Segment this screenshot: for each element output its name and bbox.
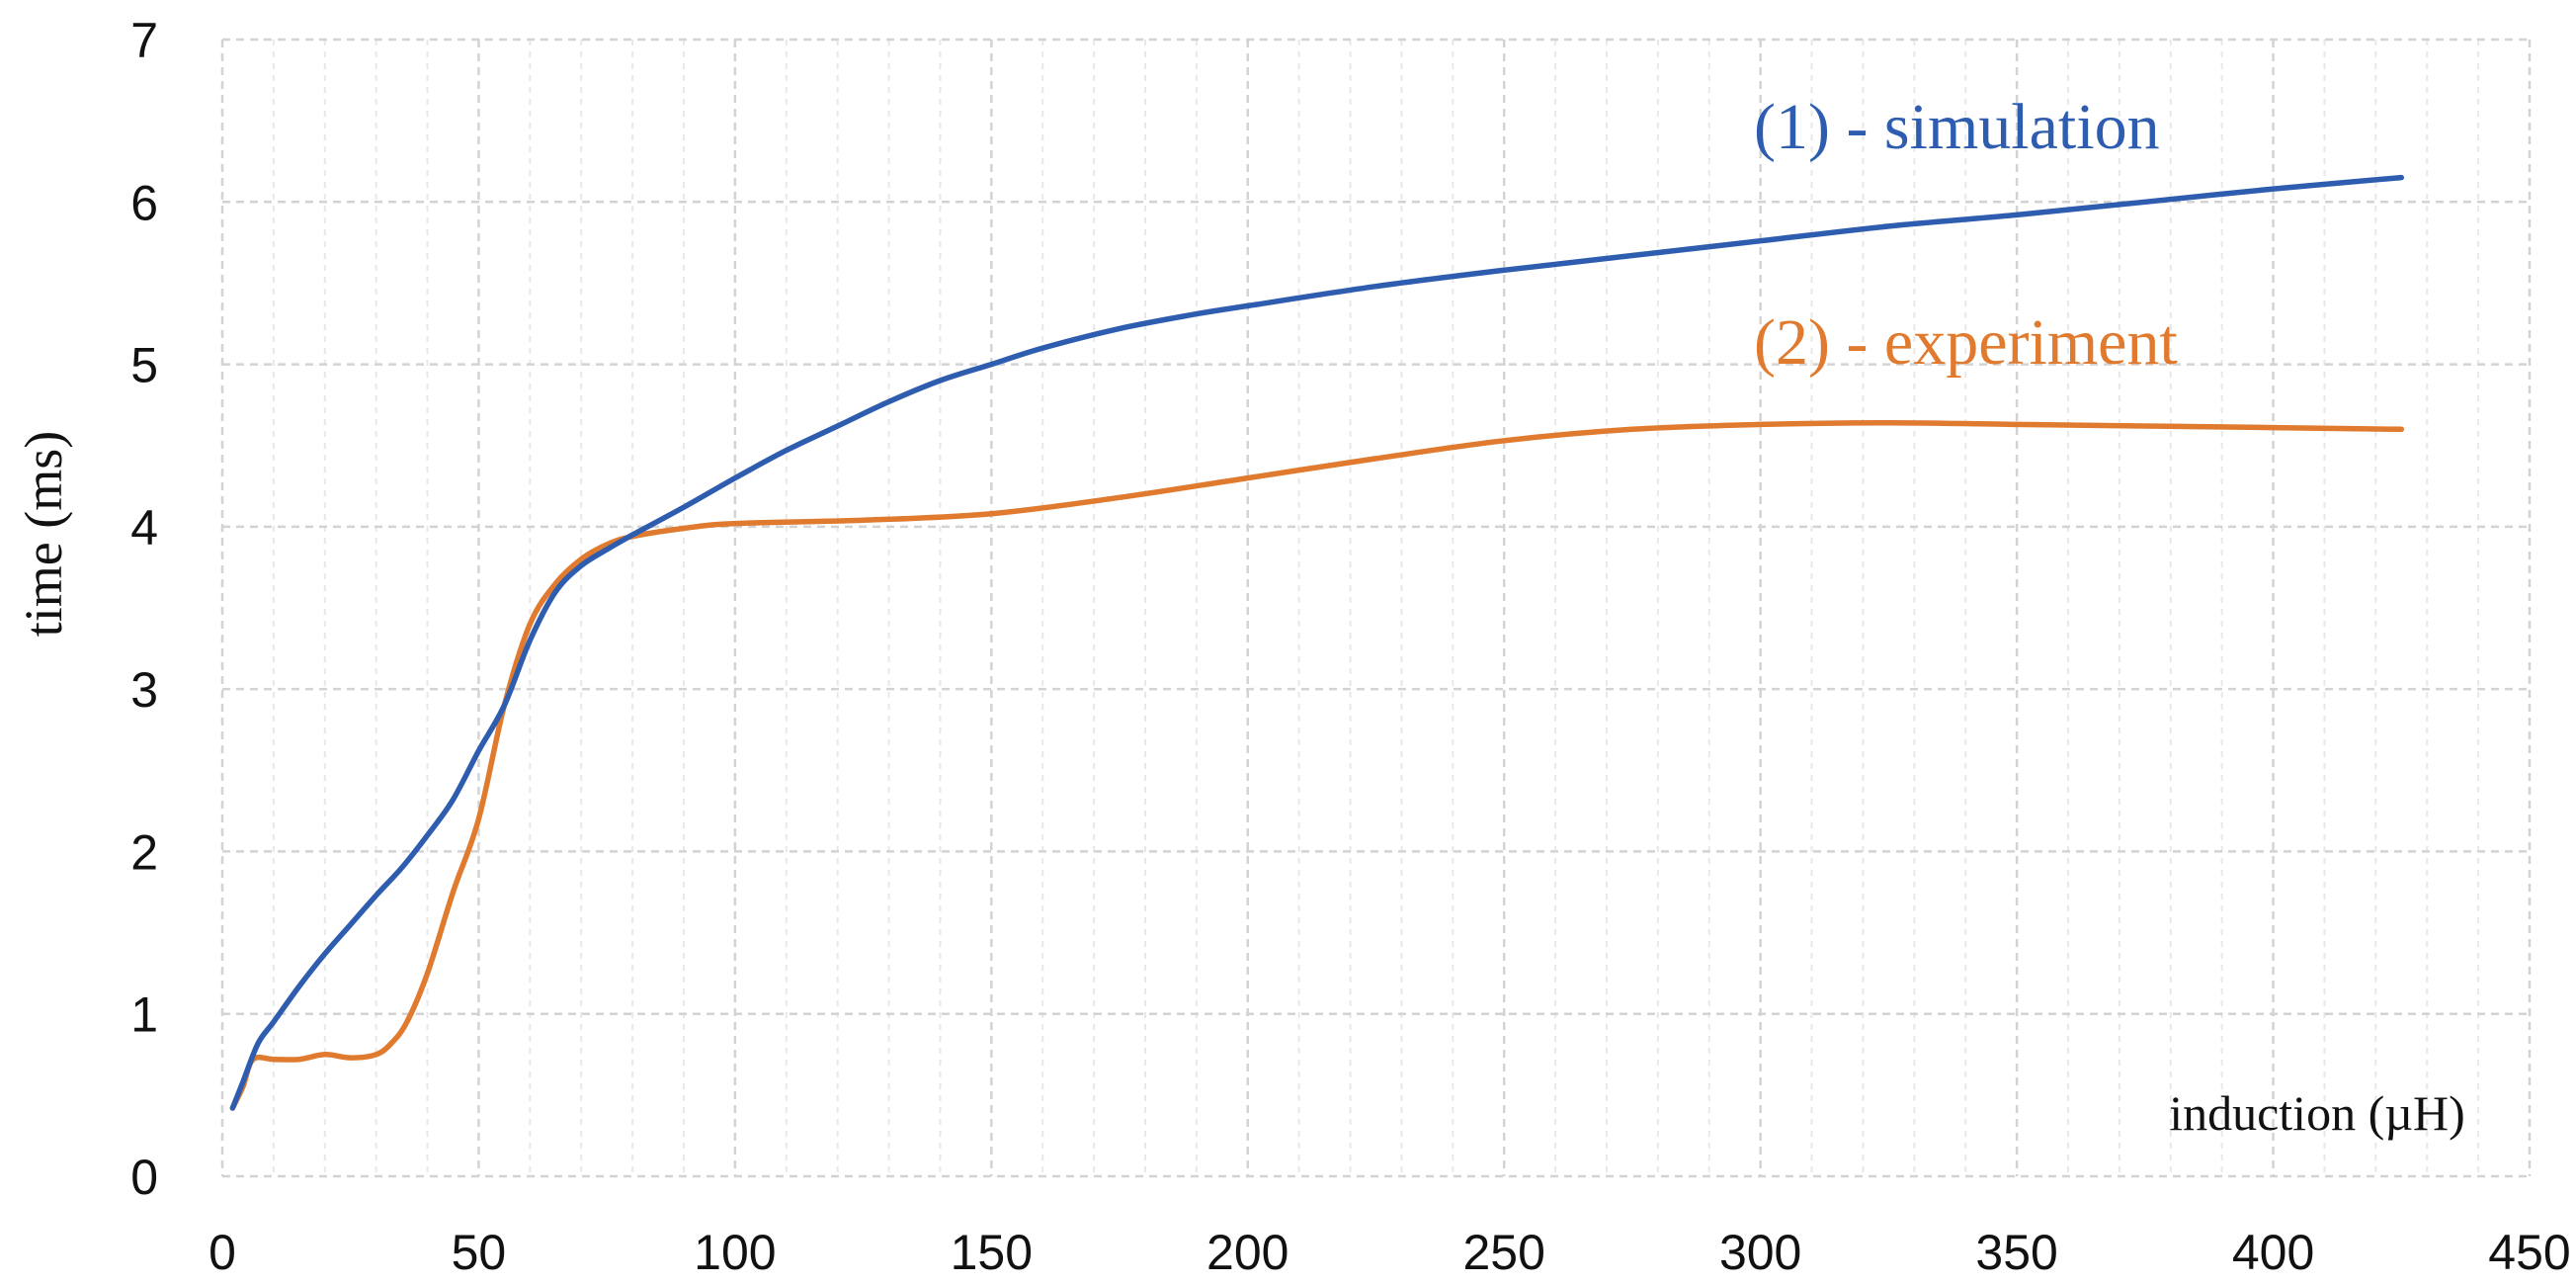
x-tick-label: 150: [951, 1225, 1033, 1280]
x-tick-label: 200: [1206, 1225, 1288, 1280]
series-line-simulation: [229, 174, 2405, 1111]
grid-lines: [220, 38, 2532, 1178]
series-lines: [229, 174, 2405, 1111]
y-tick-label: 7: [130, 13, 158, 68]
x-axis-label: induction (µH): [2169, 1085, 2465, 1141]
y-tick-label: 1: [130, 987, 158, 1043]
y-tick-label: 2: [130, 824, 158, 880]
y-tick-label: 4: [130, 500, 158, 556]
tick-labels: 0 50 100 150 200 250 300 350 400 450 0 1 2 3 4 5 6 7: [130, 13, 2571, 1280]
x-tick-label: 100: [694, 1225, 776, 1280]
series-label-experiment: (2) - experiment: [1754, 306, 2178, 379]
x-tick-label: 350: [1975, 1225, 2057, 1280]
y-axis-label: time (ms): [14, 431, 73, 637]
x-tick-label: 0: [208, 1225, 236, 1280]
series-label-simulation: (1) - simulation: [1754, 91, 2160, 163]
series-line-experiment: [229, 419, 2405, 1111]
y-tick-label: 6: [130, 175, 158, 230]
x-tick-label: 400: [2232, 1225, 2314, 1280]
y-tick-label: 5: [130, 338, 158, 393]
x-tick-label: 50: [452, 1225, 507, 1280]
y-tick-label: 0: [130, 1150, 158, 1205]
y-tick-label: 3: [130, 662, 158, 718]
x-tick-label: 450: [2488, 1225, 2570, 1280]
x-tick-label: 300: [1719, 1225, 1801, 1280]
x-tick-label: 250: [1463, 1225, 1545, 1280]
